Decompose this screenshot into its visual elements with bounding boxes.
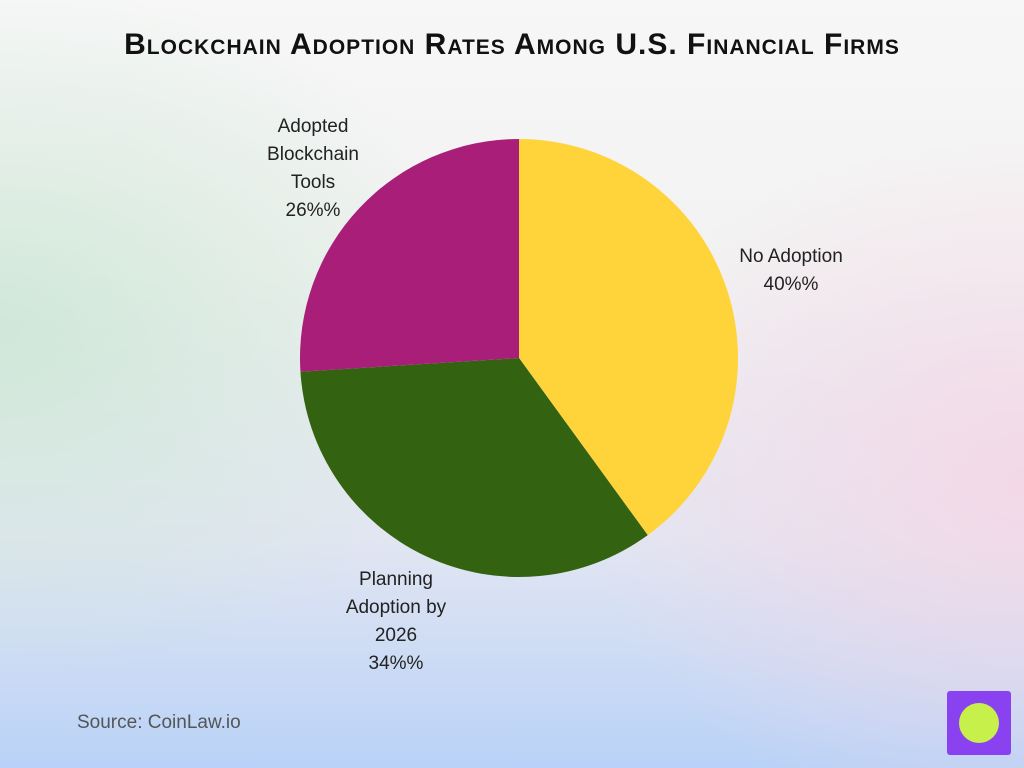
pie-slice: [300, 139, 519, 372]
value-label: 40%%: [763, 274, 819, 295]
category-label: Adopted Blockchain Tools: [267, 116, 359, 193]
chart-title: Blockchain Adoption Rates Among U.S. Fin…: [124, 28, 900, 61]
slice-label: Planning Adoption by 2026 34%%: [326, 566, 466, 678]
pie-slice: [300, 358, 648, 577]
pie-slice: [519, 139, 738, 536]
value-label: 26%%: [285, 200, 341, 221]
category-label: No Adoption: [739, 246, 843, 267]
value-label: 34%%: [368, 653, 424, 674]
slice-label: Adopted Blockchain Tools 26%%: [253, 113, 373, 225]
logo: [947, 691, 1011, 755]
category-label: Planning Adoption by 2026: [345, 569, 447, 646]
source: Source: CoinLaw.io: [77, 712, 241, 733]
slice-label: No Adoption 40%%: [706, 243, 876, 299]
